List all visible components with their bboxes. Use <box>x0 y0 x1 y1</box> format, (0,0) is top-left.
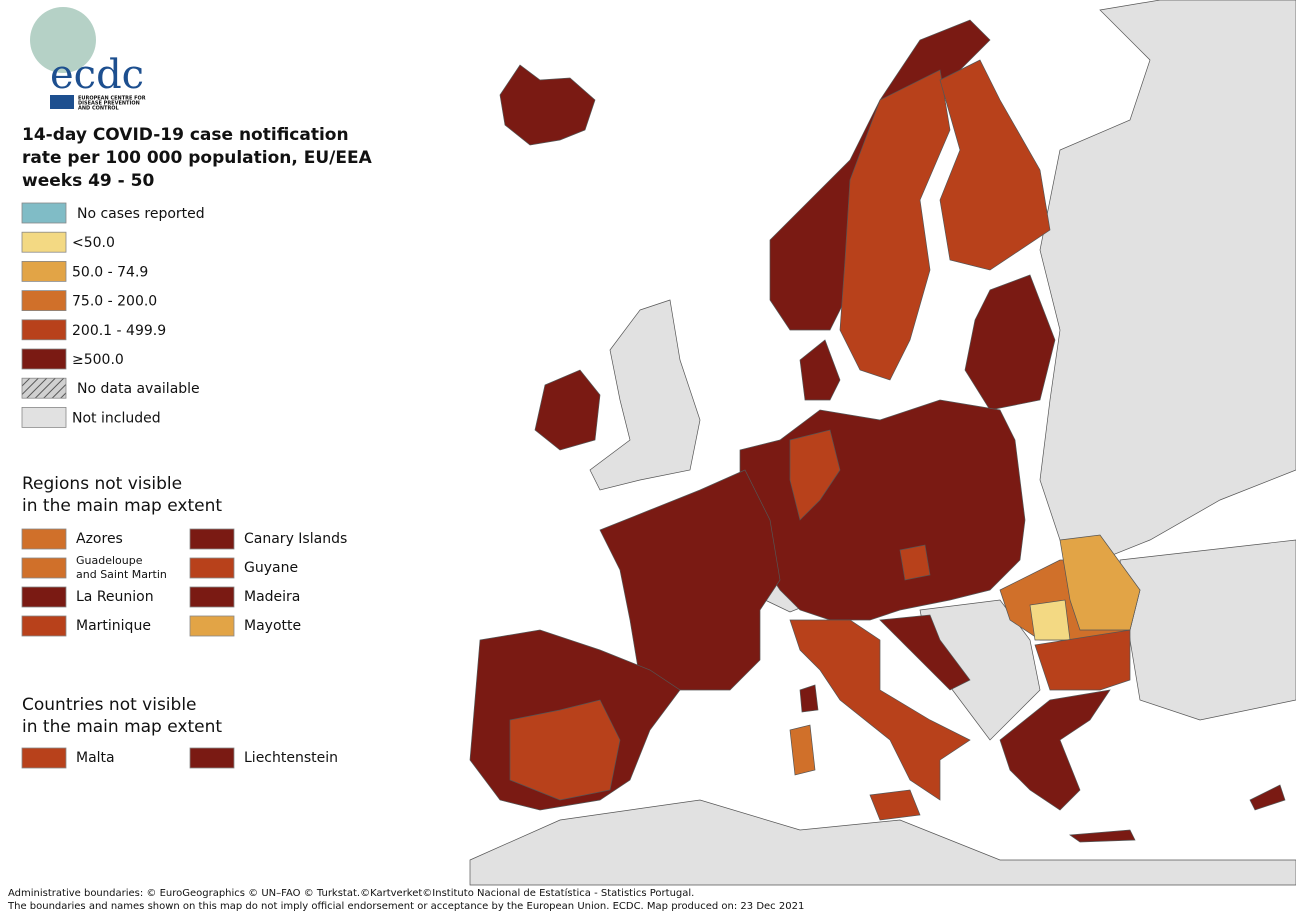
legend-swatch <box>21 348 67 370</box>
legend-swatch <box>21 557 67 579</box>
legend-swatch <box>21 290 67 312</box>
legend-swatch <box>21 377 67 399</box>
legend-swatch <box>189 615 235 637</box>
logo-text: ecdc <box>50 52 144 98</box>
legend-label: No cases reported <box>77 206 205 222</box>
section-title: in the main map extent <box>22 496 222 516</box>
title: weeks 49 - 50 <box>22 171 154 191</box>
legend-label: Guadeloupe <box>76 554 143 567</box>
legend-swatch <box>189 586 235 608</box>
section-title: Regions not visible <box>22 474 182 494</box>
legend-label: Madeira <box>244 589 300 605</box>
legend-label: Martinique <box>76 618 151 634</box>
legend-label: Canary Islands <box>244 531 347 547</box>
title: 14-day COVID-19 case notification <box>22 125 349 145</box>
section-title: Countries not visible <box>22 695 197 715</box>
legend-label: La Reunion <box>76 589 154 605</box>
legend-label: Not included <box>72 410 161 426</box>
map <box>469 0 1296 886</box>
legend-label: Liechtenstein <box>244 750 338 766</box>
legend-label: 200.1 - 499.9 <box>72 323 166 339</box>
legend-swatch <box>21 231 67 253</box>
legend-swatch <box>189 557 235 579</box>
footer: The boundaries and names shown on this m… <box>7 901 804 912</box>
legend-label: Malta <box>76 750 115 766</box>
legend-swatch <box>189 528 235 550</box>
legend-swatch <box>21 319 67 341</box>
legend-swatch <box>21 260 67 282</box>
legend-label: 75.0 - 200.0 <box>72 294 157 310</box>
legend-swatch <box>21 615 67 637</box>
logo-org: DISEASE PREVENTION <box>78 101 140 107</box>
legend-label: 50.0 - 74.9 <box>72 264 148 280</box>
legend-label: ≥500.0 <box>72 352 124 368</box>
legend-swatch <box>21 586 67 608</box>
legend-label: Azores <box>76 531 123 547</box>
legend-label: No data available <box>77 381 200 397</box>
legend-swatch <box>21 528 67 550</box>
logo: ecdc <box>30 7 144 109</box>
logo-org: EUROPEAN CENTRE FOR <box>78 96 146 102</box>
legend-swatch <box>21 406 67 428</box>
legend-label: Mayotte <box>244 618 301 634</box>
legend-label: Guyane <box>244 560 298 576</box>
legend-swatch <box>21 202 67 224</box>
footer: Administrative boundaries: © EuroGeograp… <box>8 887 694 899</box>
section-title: in the main map extent <box>22 717 222 737</box>
legend-swatch <box>21 747 67 769</box>
title: rate per 100 000 population, EU/EEA <box>22 148 373 168</box>
logo-org: AND CONTROL <box>78 106 120 112</box>
legend-swatch <box>189 747 235 769</box>
legend-label: <50.0 <box>72 235 115 251</box>
legend-label: and Saint Martin <box>76 568 167 581</box>
